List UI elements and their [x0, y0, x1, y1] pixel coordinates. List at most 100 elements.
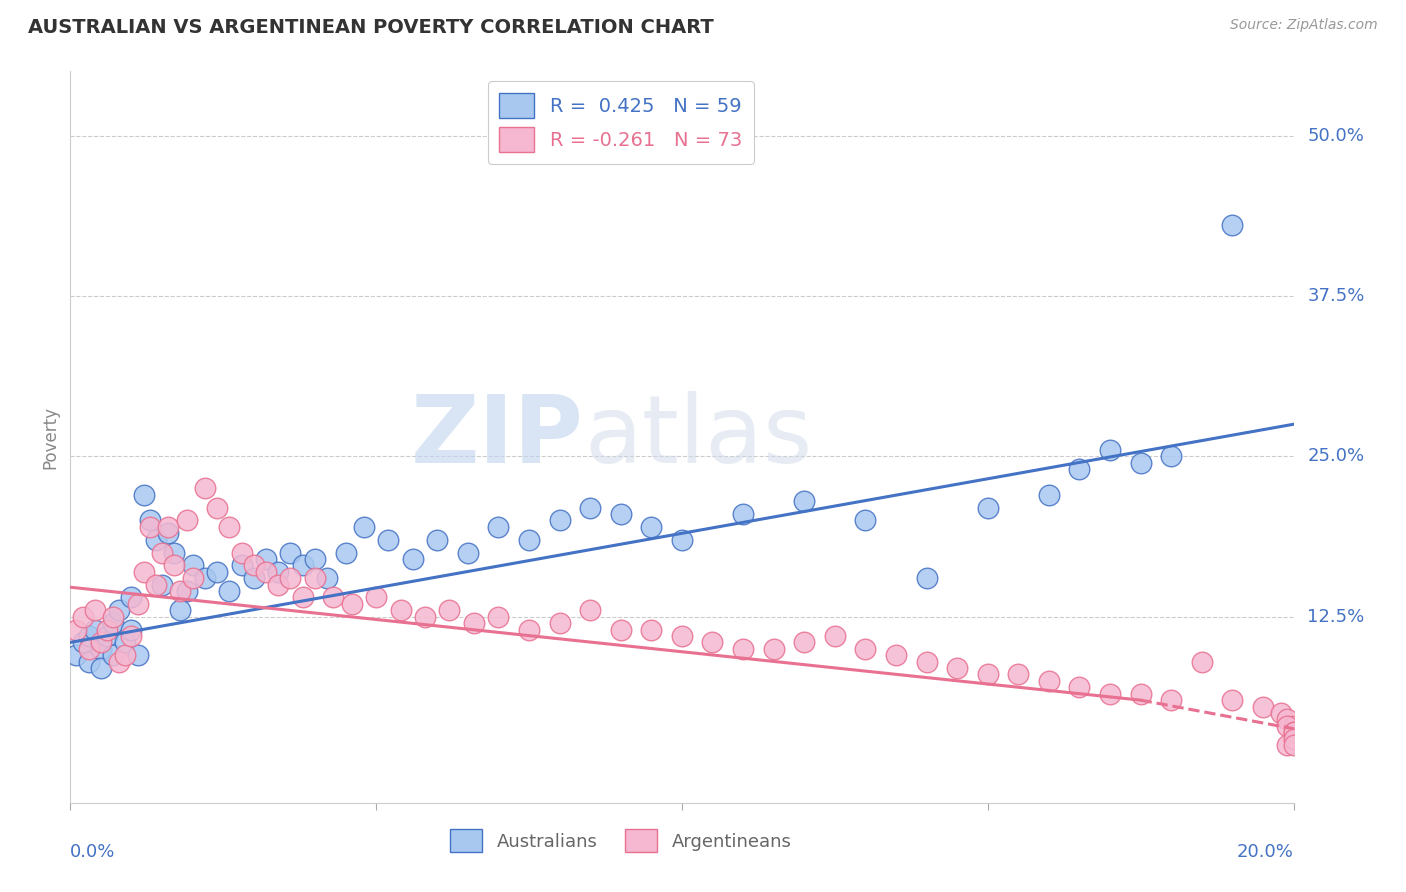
- Point: [139, 514, 162, 528]
- Text: AUSTRALIAN VS ARGENTINEAN POVERTY CORRELATION CHART: AUSTRALIAN VS ARGENTINEAN POVERTY CORREL…: [28, 18, 714, 37]
- Point: [163, 558, 186, 573]
- Point: [132, 488, 155, 502]
- Point: [1282, 731, 1305, 746]
- Point: [72, 609, 94, 624]
- Point: [176, 514, 198, 528]
- Point: [855, 641, 877, 656]
- Point: [194, 571, 217, 585]
- Point: [77, 629, 100, 643]
- Point: [1270, 706, 1292, 720]
- Point: [1220, 219, 1243, 233]
- Point: [548, 616, 571, 631]
- Point: [1007, 667, 1029, 681]
- Point: [1099, 442, 1122, 457]
- Point: [205, 565, 228, 579]
- Point: [762, 641, 785, 656]
- Point: [366, 591, 388, 605]
- Point: [340, 597, 363, 611]
- Point: [322, 591, 344, 605]
- Point: [231, 558, 253, 573]
- Point: [463, 616, 485, 631]
- Point: [1129, 456, 1152, 470]
- Point: [267, 565, 290, 579]
- Point: [1277, 738, 1299, 752]
- Point: [1038, 488, 1060, 502]
- Point: [243, 571, 266, 585]
- Point: [1282, 719, 1305, 733]
- Point: [280, 545, 302, 559]
- Point: [114, 635, 136, 649]
- Point: [1129, 687, 1152, 701]
- Point: [83, 603, 105, 617]
- Point: [121, 591, 143, 605]
- Point: [150, 577, 173, 591]
- Point: [1038, 673, 1060, 688]
- Point: [855, 514, 877, 528]
- Point: [101, 609, 124, 624]
- Point: [610, 507, 633, 521]
- Point: [121, 629, 143, 643]
- Point: [946, 661, 969, 675]
- Point: [157, 520, 180, 534]
- Legend: Australians, Argentineans: Australians, Argentineans: [443, 822, 799, 860]
- Point: [389, 603, 412, 617]
- Point: [291, 591, 314, 605]
- Point: [205, 500, 228, 515]
- Point: [181, 558, 204, 573]
- Point: [101, 648, 124, 663]
- Point: [733, 641, 755, 656]
- Point: [90, 635, 112, 649]
- Point: [304, 571, 326, 585]
- Point: [96, 629, 118, 643]
- Point: [1282, 725, 1305, 739]
- Point: [488, 520, 510, 534]
- Point: [121, 623, 143, 637]
- Point: [457, 545, 479, 559]
- Point: [304, 552, 326, 566]
- Point: [65, 623, 87, 637]
- Point: [169, 584, 191, 599]
- Point: [517, 623, 540, 637]
- Point: [353, 520, 375, 534]
- Point: [413, 609, 436, 624]
- Point: [402, 552, 425, 566]
- Point: [915, 571, 938, 585]
- Point: [915, 655, 938, 669]
- Point: [316, 571, 339, 585]
- Point: [96, 623, 118, 637]
- Point: [90, 661, 112, 675]
- Point: [218, 520, 240, 534]
- Point: [1277, 712, 1299, 726]
- Point: [254, 552, 277, 566]
- Point: [1160, 693, 1182, 707]
- Text: 0.0%: 0.0%: [70, 843, 115, 861]
- Text: 50.0%: 50.0%: [1308, 127, 1364, 145]
- Point: [231, 545, 253, 559]
- Point: [733, 507, 755, 521]
- Point: [243, 558, 266, 573]
- Point: [640, 623, 662, 637]
- Point: [976, 667, 998, 681]
- Point: [181, 571, 204, 585]
- Point: [1282, 738, 1305, 752]
- Point: [194, 482, 217, 496]
- Point: [426, 533, 449, 547]
- Point: [72, 635, 94, 649]
- Point: [114, 648, 136, 663]
- Point: [77, 641, 100, 656]
- Point: [824, 629, 846, 643]
- Point: [108, 655, 131, 669]
- Point: [793, 494, 815, 508]
- Point: [163, 545, 186, 559]
- Point: [1277, 719, 1299, 733]
- Point: [1282, 725, 1305, 739]
- Point: [1099, 687, 1122, 701]
- Point: [280, 571, 302, 585]
- Point: [1069, 462, 1091, 476]
- Y-axis label: Poverty: Poverty: [41, 406, 59, 468]
- Point: [157, 526, 180, 541]
- Point: [671, 629, 693, 643]
- Text: ZIP: ZIP: [411, 391, 583, 483]
- Point: [579, 500, 602, 515]
- Text: 25.0%: 25.0%: [1308, 447, 1365, 466]
